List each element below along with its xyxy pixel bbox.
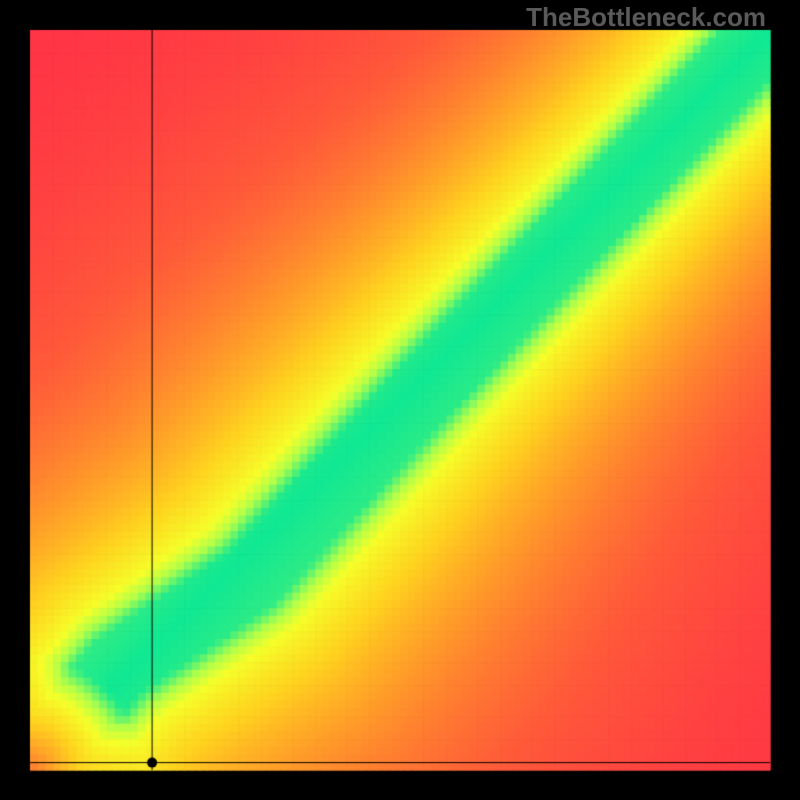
watermark-text: TheBottleneck.com — [526, 2, 766, 33]
bottleneck-heatmap — [0, 0, 800, 800]
